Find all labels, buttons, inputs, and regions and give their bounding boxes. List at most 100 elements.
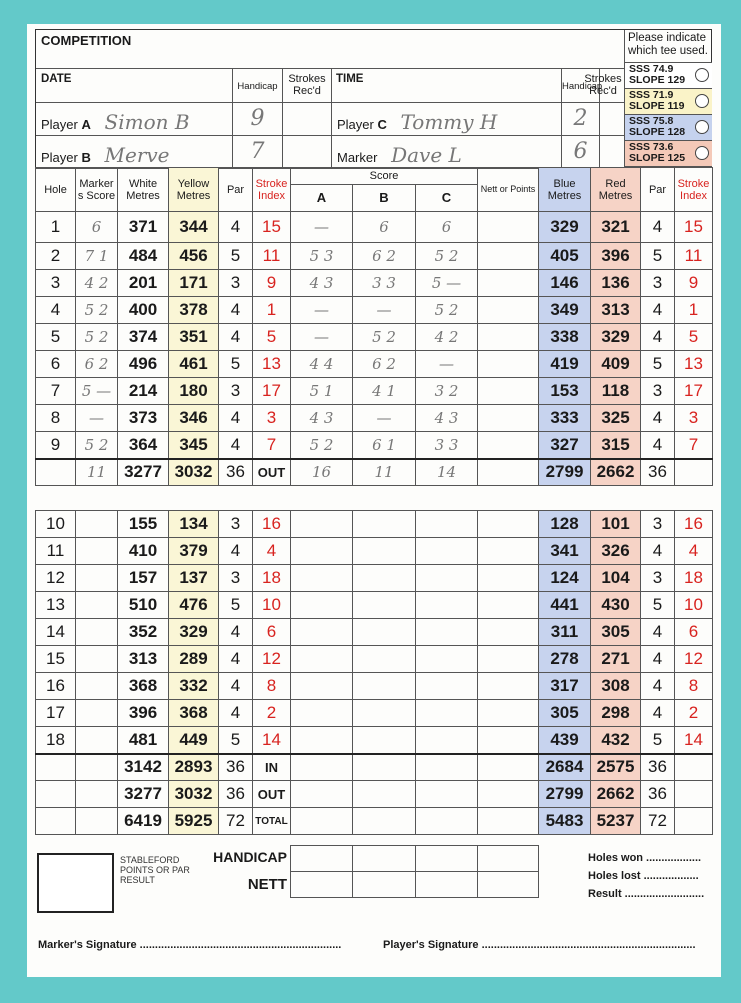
marker-score[interactable]: 7 1 [75,242,118,270]
nett-points[interactable] [477,431,539,459]
nett-points[interactable] [477,211,539,243]
score-b[interactable] [352,618,416,646]
tee-radio-icon[interactable] [695,94,709,108]
nett-points[interactable] [477,510,539,538]
score-a-total[interactable] [290,752,353,781]
nett-points[interactable] [477,618,539,646]
player-handicap[interactable]: 7 [233,136,283,169]
marker-score[interactable] [75,618,118,646]
player-name[interactable]: Tommy H [400,110,498,134]
nett-points[interactable] [477,377,539,405]
score-c[interactable]: 5 2 [415,242,478,270]
marker-score[interactable] [75,645,118,673]
nett-points[interactable] [477,269,539,297]
score-a[interactable]: 5 1 [290,377,353,405]
score-c[interactable] [415,726,478,754]
score-a[interactable] [290,699,353,727]
score-b[interactable]: — [352,296,416,324]
score-a-total[interactable] [290,807,353,835]
marker-score[interactable]: 5 — [75,377,118,405]
marker-score[interactable]: 6 2 [75,350,118,378]
score-c-total[interactable] [415,780,478,808]
nett-points[interactable] [477,645,539,673]
nett-points[interactable] [477,564,539,592]
tee-radio-icon[interactable] [695,68,709,82]
score-b[interactable] [352,672,416,700]
handicap-box-nett[interactable] [477,845,539,872]
nett-points[interactable] [477,242,539,270]
score-a[interactable] [290,672,353,700]
score-c[interactable]: 4 3 [415,404,478,432]
score-b[interactable] [352,564,416,592]
score-a[interactable]: 4 3 [290,404,353,432]
score-c[interactable] [415,510,478,538]
stableford-result-box[interactable] [37,853,114,913]
score-b[interactable] [352,726,416,754]
score-b[interactable]: 4 1 [352,377,416,405]
score-a-out[interactable]: 16 [290,457,353,486]
score-a[interactable]: — [290,211,353,243]
nett-box-c[interactable] [415,871,478,898]
score-a[interactable] [290,591,353,619]
score-b-out[interactable]: 11 [352,457,416,486]
marker-score[interactable]: — [75,404,118,432]
handicap-box-c[interactable] [415,845,478,872]
score-a[interactable] [290,645,353,673]
marker-score[interactable] [75,510,118,538]
score-c[interactable] [415,564,478,592]
score-b[interactable] [352,510,416,538]
tee-option[interactable]: SSS 74.9 SLOPE 129 [625,63,712,89]
strokes-received[interactable] [600,136,625,169]
score-a[interactable] [290,726,353,754]
score-c[interactable]: 4 2 [415,323,478,351]
marker-signature-line[interactable]: Marker's Signature .....................… [38,939,342,951]
nett-box-b[interactable] [352,871,416,898]
score-c[interactable]: 6 [415,211,478,243]
player-name[interactable]: Dave L [391,143,462,167]
tee-radio-icon[interactable] [695,120,709,134]
score-c[interactable]: 5 — [415,269,478,297]
nett-points[interactable] [477,537,539,565]
nett-points[interactable] [477,699,539,727]
nett-points[interactable] [477,296,539,324]
score-c[interactable]: 3 3 [415,431,478,459]
nett-points[interactable] [477,323,539,351]
score-b[interactable]: 6 2 [352,242,416,270]
marker-score[interactable]: 5 2 [75,323,118,351]
score-a[interactable] [290,537,353,565]
score-b-total[interactable] [352,807,416,835]
player-signature-line[interactable]: Player's Signature .....................… [383,939,696,951]
score-b[interactable]: 6 1 [352,431,416,459]
score-c-out[interactable]: 14 [415,457,478,486]
marker-score[interactable] [75,591,118,619]
tee-option[interactable]: SSS 75.8 SLOPE 128 [625,115,712,141]
score-c[interactable]: 3 2 [415,377,478,405]
tee-radio-icon[interactable] [695,146,709,160]
player-name[interactable]: Merve [104,143,170,167]
score-b[interactable]: 5 2 [352,323,416,351]
marker-score[interactable] [75,537,118,565]
player-name[interactable]: Simon B [104,110,190,134]
score-b-total[interactable] [352,780,416,808]
score-b[interactable]: 6 2 [352,350,416,378]
score-c[interactable] [415,672,478,700]
nett-box-a[interactable] [290,871,353,898]
marker-score[interactable] [75,672,118,700]
marker-score[interactable]: 5 2 [75,431,118,459]
score-b[interactable] [352,591,416,619]
player-handicap[interactable]: 6 [562,136,600,169]
player-handicap[interactable]: 9 [233,103,283,136]
score-b[interactable] [352,699,416,727]
marker-score[interactable] [75,726,118,754]
marker-score[interactable]: 4 2 [75,269,118,297]
score-b[interactable] [352,537,416,565]
tee-option[interactable]: SSS 73.6 SLOPE 125 [625,141,712,167]
score-c[interactable] [415,645,478,673]
score-a[interactable]: — [290,323,353,351]
score-a[interactable]: 4 3 [290,269,353,297]
nett-points[interactable] [477,672,539,700]
score-a[interactable]: 4 4 [290,350,353,378]
score-a[interactable] [290,618,353,646]
nett-points[interactable] [477,726,539,754]
player-handicap[interactable]: 2 [562,103,600,136]
